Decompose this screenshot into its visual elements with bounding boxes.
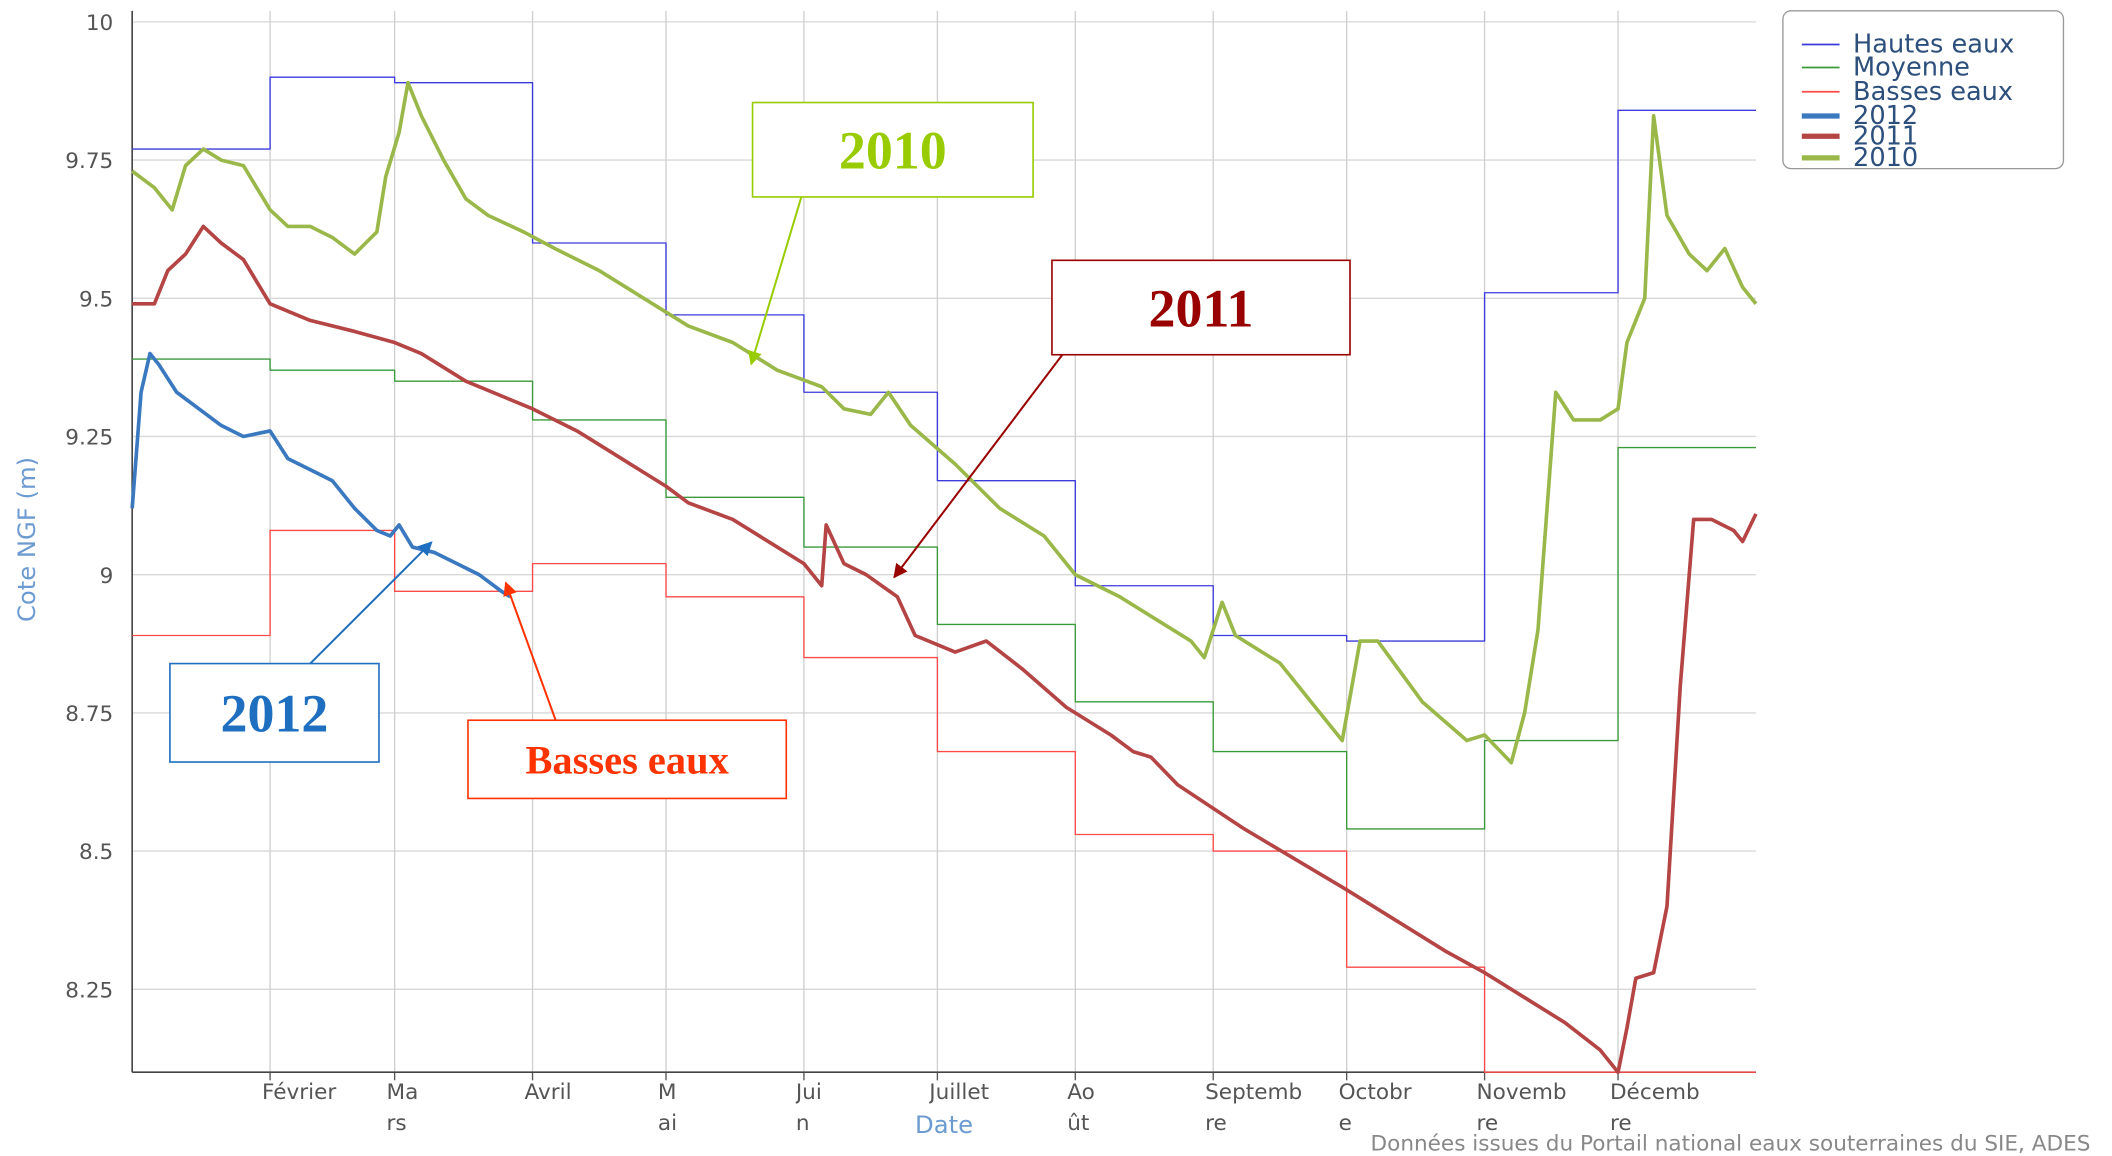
annotation-arrow	[893, 350, 1067, 579]
x-axis-label: Date	[915, 1110, 973, 1139]
annotation-box	[751, 101, 1034, 198]
annotation-text: 2012	[221, 684, 329, 744]
y-tick-label: 9.75	[65, 149, 113, 174]
annotation-text: Basses eaux	[525, 737, 728, 782]
legend-box	[1782, 10, 2065, 170]
y-tick-label: 8.75	[65, 702, 113, 727]
x-tick-label-box: Avril	[524, 1078, 572, 1105]
x-tick-label: Décembre	[1609, 1078, 1700, 1136]
series-line	[131, 80, 1758, 765]
x-tick-label: Mars	[386, 1078, 419, 1136]
legend-label: 2010	[1853, 143, 1918, 173]
x-tick-label: Février	[261, 1078, 337, 1105]
series-line	[132, 224, 1758, 1075]
annotation-text: 2010	[839, 121, 947, 181]
x-tick-label-box: Septembre	[1205, 1078, 1303, 1136]
x-tick-label: Juin	[795, 1078, 822, 1136]
annotation-arrow	[309, 541, 433, 665]
x-tick-label: Septembre	[1205, 1078, 1303, 1136]
x-tick-label-box: Novembre	[1476, 1078, 1567, 1136]
x-tick-label: Novembre	[1476, 1078, 1567, 1136]
legend-label: 2011	[1853, 121, 1918, 151]
y-tick-label: 8.25	[65, 978, 113, 1003]
series-line	[130, 351, 512, 599]
series-line	[132, 529, 1756, 1073]
legend-label: Moyenne	[1853, 53, 1970, 83]
x-tick-label: Octobre	[1338, 1078, 1412, 1136]
x-tick-label-box: Juin	[795, 1078, 822, 1136]
y-axis-label: Cote NGF (m)	[12, 457, 41, 622]
legend-label: Hautes eaux	[1853, 30, 2014, 60]
annotation-box	[1051, 259, 1351, 356]
y-tick-label: 9.5	[79, 287, 113, 312]
y-tick-label: 10	[86, 11, 113, 36]
x-tick-label-box: Mars	[386, 1078, 419, 1136]
y-tick-label: 9	[100, 564, 114, 589]
annotation-text: 2011	[1149, 278, 1254, 338]
source-note: Données issues du Portail national eaux …	[1371, 1131, 2091, 1156]
x-tick-label: Août	[1067, 1078, 1095, 1136]
x-tick-label: Mai	[657, 1078, 678, 1136]
annotation-box	[467, 719, 788, 800]
x-tick-label-box: Décembre	[1609, 1078, 1700, 1136]
series-line	[132, 358, 1756, 830]
x-tick-label-box: Juillet	[929, 1078, 990, 1105]
x-tick-label-box: Mai	[657, 1078, 678, 1136]
y-tick-label: 8.5	[79, 840, 113, 865]
series-line	[132, 76, 1756, 642]
x-tick-label-box: Octobre	[1338, 1078, 1412, 1136]
annotation-arrow	[503, 581, 557, 721]
annotation-box	[169, 662, 380, 763]
legend-label: Basses eaux	[1853, 77, 2013, 107]
annotation-arrow	[748, 188, 805, 366]
x-tick-label-box: Août	[1067, 1078, 1095, 1136]
legend-label: 2012	[1853, 101, 1918, 131]
y-tick-label: 9.25	[65, 426, 113, 451]
x-tick-label-box: Février	[261, 1078, 337, 1105]
x-tick-label: Juillet	[929, 1078, 990, 1105]
x-tick-label: Avril	[524, 1078, 572, 1105]
